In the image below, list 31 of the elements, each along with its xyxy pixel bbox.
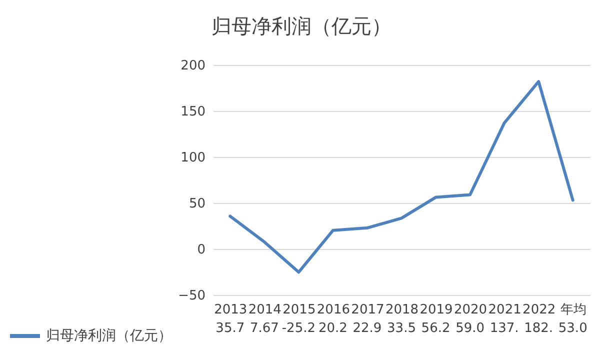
y-tick-label: −50: [178, 288, 206, 304]
data-label: 53.0: [558, 321, 588, 336]
y-tick-label: 150: [180, 104, 206, 120]
x-tick-label: 2019: [420, 302, 453, 318]
data-label: 182.: [524, 321, 554, 336]
x-tick-label: 2015: [282, 302, 316, 318]
x-tick-label: 年均: [560, 302, 586, 318]
x-tick-label: 2016: [316, 302, 350, 318]
x-tick-label: 2018: [385, 302, 419, 318]
y-tick-label: 200: [180, 58, 206, 74]
x-tick-label: 2013: [214, 302, 248, 318]
y-tick-label: 50: [188, 196, 206, 212]
data-label: 137.: [490, 321, 519, 336]
x-tick-label: 2021: [488, 302, 522, 318]
data-label: 33.5: [387, 321, 416, 336]
x-tick-label: 2022: [522, 302, 556, 318]
data-label: 20.2: [318, 321, 348, 336]
y-tick-label: 100: [180, 150, 206, 166]
x-tick-label: 2014: [248, 302, 282, 318]
y-tick-label: 0: [197, 242, 206, 258]
line-series: [228, 80, 574, 274]
data-label: 7.67: [250, 321, 279, 336]
data-label: 59.0: [456, 321, 485, 336]
chart-title: 归母净利润（亿元）: [212, 14, 392, 38]
x-tick-label: 2020: [454, 302, 488, 318]
data-label: 35.7: [216, 321, 245, 336]
legend-label: 归母净利润（亿元）: [46, 328, 172, 344]
data-label: 56.2: [421, 321, 450, 336]
data-label: -25.2: [282, 321, 316, 336]
data-label: 22.9: [352, 321, 382, 336]
x-tick-label: 2017: [351, 302, 384, 318]
